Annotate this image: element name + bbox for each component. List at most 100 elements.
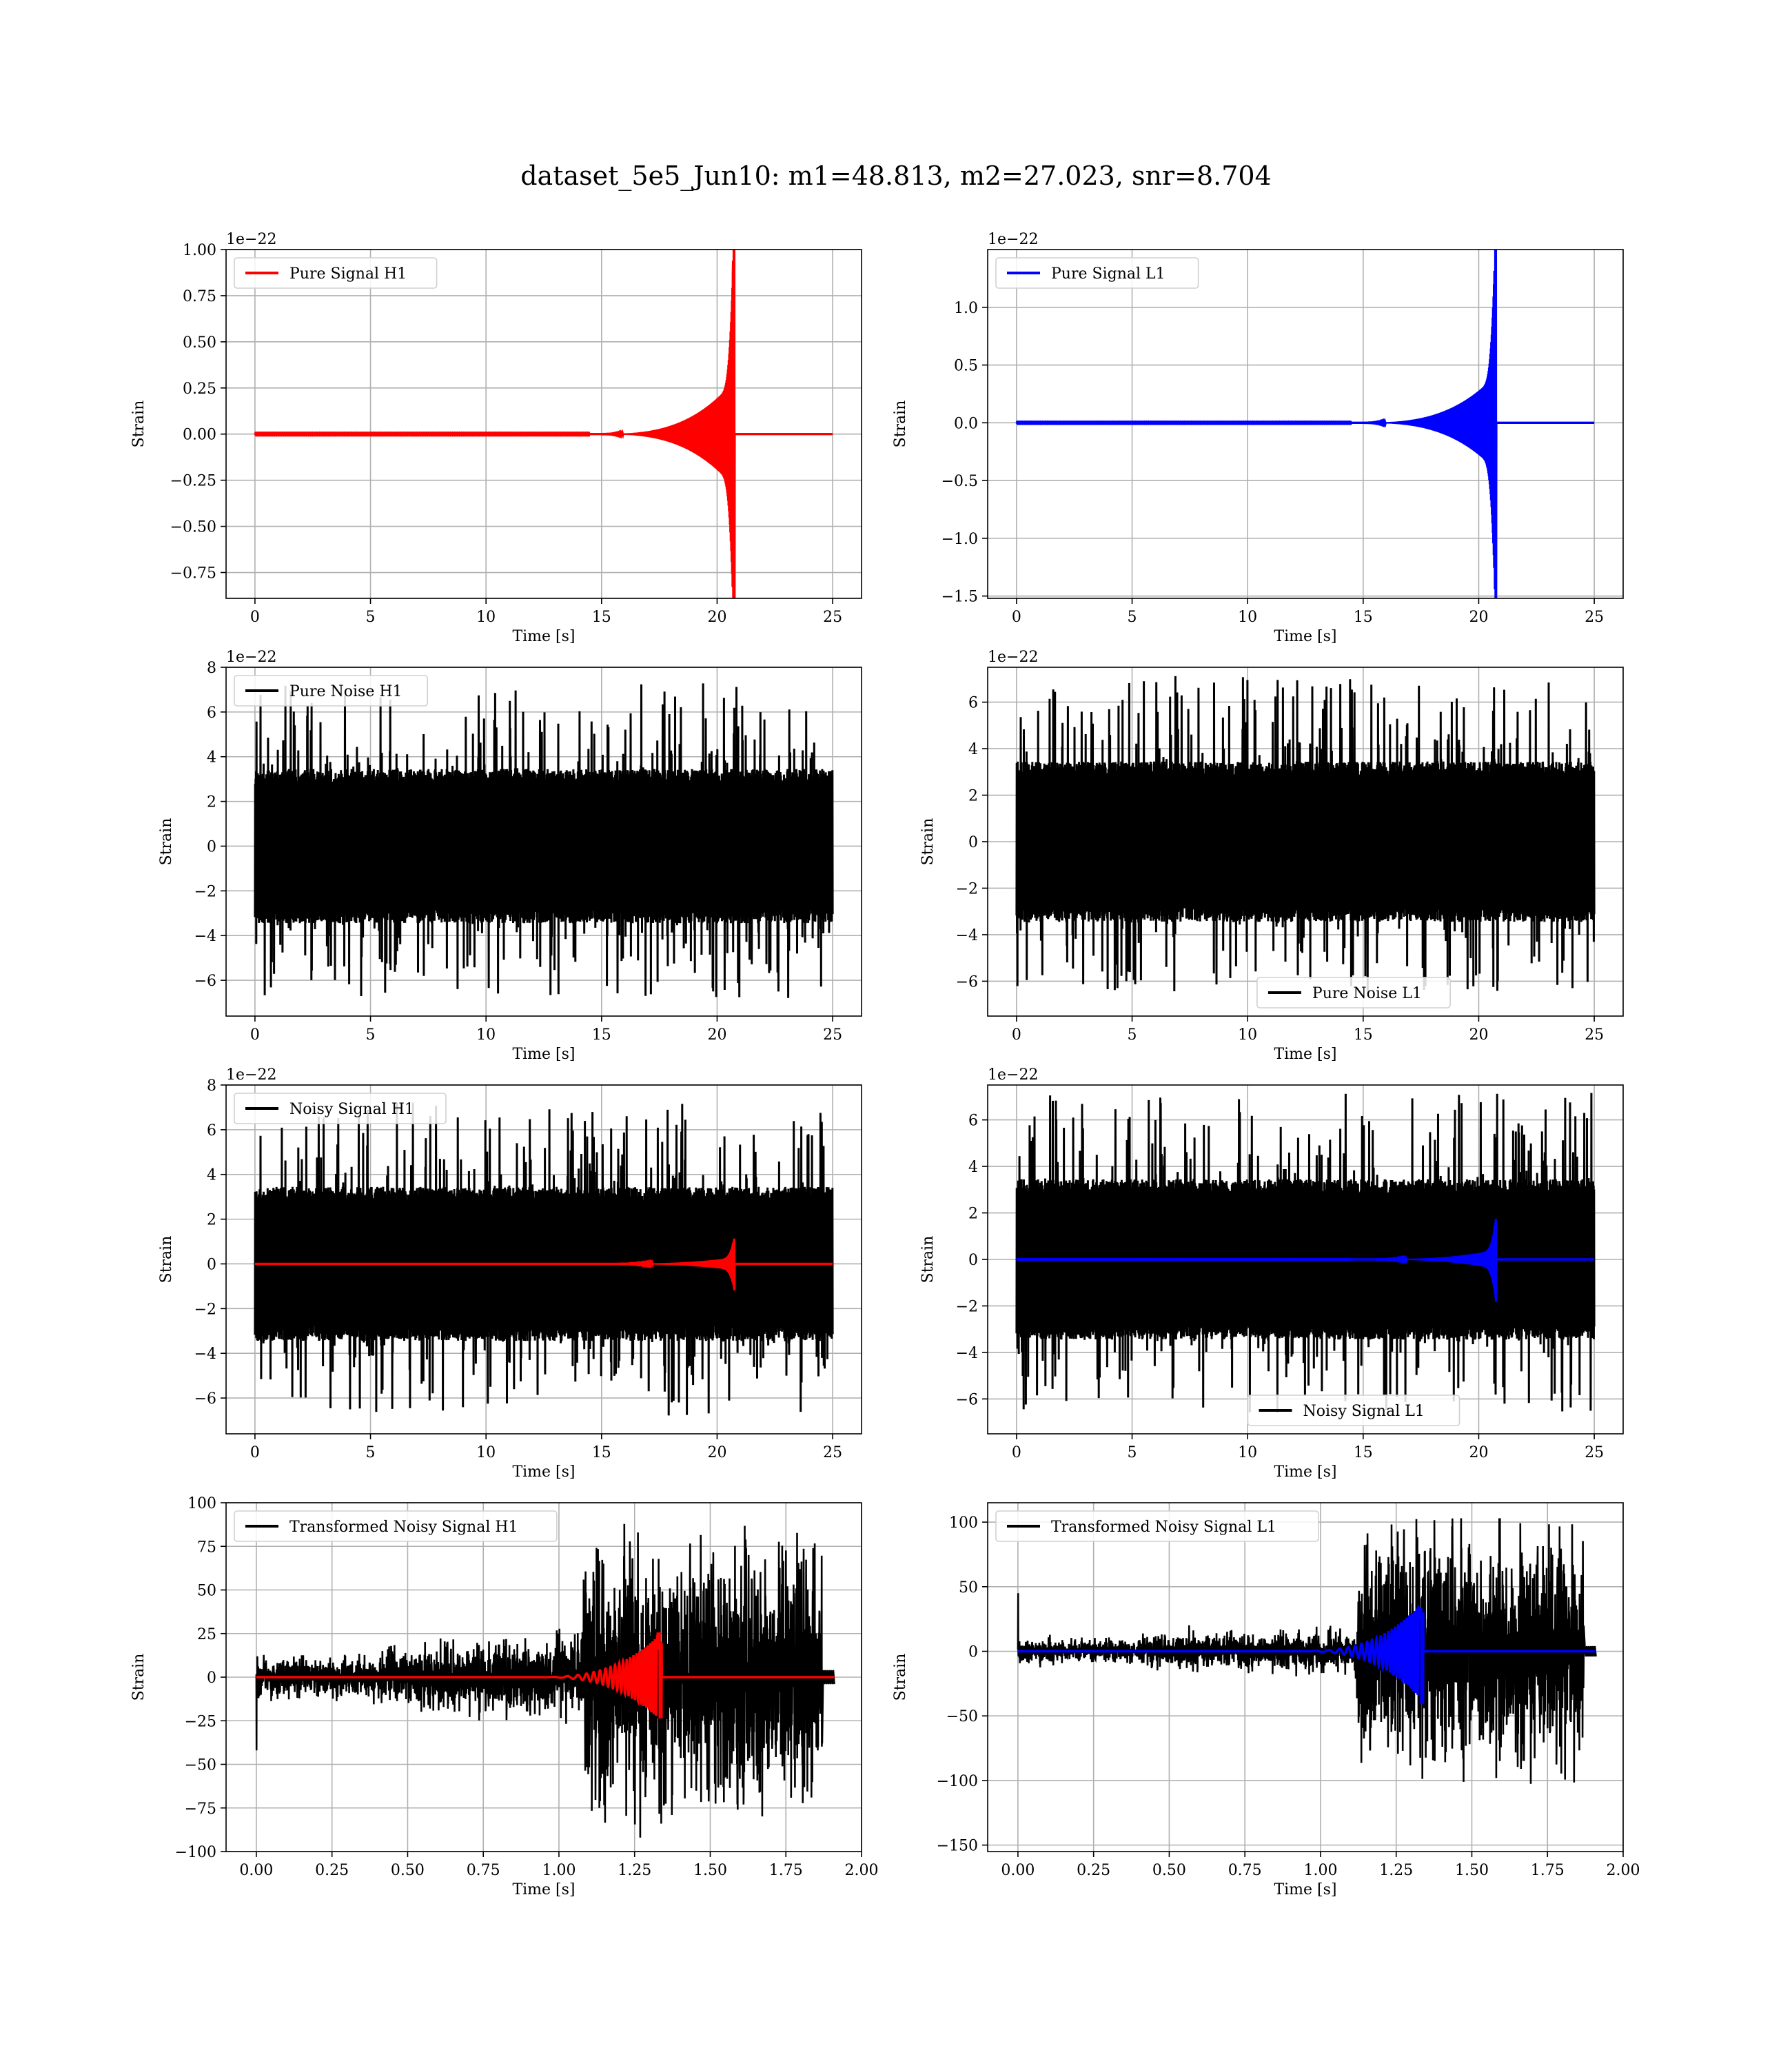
y-tick-label: −150 xyxy=(937,1838,978,1855)
x-tick-label: 0.75 xyxy=(1228,1862,1262,1879)
transformed-noisy-signal-h1-noise-line xyxy=(255,1523,835,1838)
legend-label: Pure Signal L1 xyxy=(1051,265,1165,283)
legend-label: Transformed Noisy Signal H1 xyxy=(289,1519,518,1536)
x-tick-label: 5 xyxy=(1128,1444,1137,1461)
y-tick-label: −4 xyxy=(956,1345,978,1362)
x-tick-label: 20 xyxy=(707,1444,726,1461)
x-tick-label: 1.50 xyxy=(693,1862,727,1879)
legend-box xyxy=(995,1510,1319,1542)
y-tick-label: −2 xyxy=(956,1298,978,1315)
y-tick-label: −6 xyxy=(194,973,216,990)
axis-offset-text: 1e−22 xyxy=(226,231,276,248)
axis-offset-text: 1e−22 xyxy=(988,1066,1038,1084)
x-tick-label: 0 xyxy=(1012,1026,1021,1044)
pure-signal-l1-axes: 0 5 10 15 20 25 −1.5 −1.0 −0.5 0.0 0.5 1.0 Time [s] S… xyxy=(892,231,1624,645)
y-tick-label: 2 xyxy=(207,794,216,811)
pure-noise-h1-noise-line xyxy=(254,683,834,998)
pure-noise-h1-legend: Pure Noise H1 xyxy=(234,675,429,707)
plot-area xyxy=(254,683,834,998)
y-tick-label: 0.00 xyxy=(183,427,216,444)
y-tick-label: −100 xyxy=(937,1773,978,1790)
x-tick-label: 0.50 xyxy=(391,1862,425,1879)
x-tick-label: 25 xyxy=(823,609,842,626)
y-tick-label: 6 xyxy=(207,704,216,722)
axes-frame xyxy=(225,667,862,1017)
y-tick-label: −50 xyxy=(946,1708,978,1725)
x-axis-label: Time [s] xyxy=(512,1463,575,1481)
legend-box xyxy=(1256,977,1451,1008)
x-tick-label: 5 xyxy=(366,609,376,626)
x-tick-label: 10 xyxy=(1238,609,1257,626)
pure-signal-h1-legend: Pure Signal H1 xyxy=(234,257,438,289)
plot-area xyxy=(254,250,833,598)
axis-offset-text: 1e−22 xyxy=(988,649,1038,666)
y-tick-label: −0.50 xyxy=(170,519,216,536)
legend-label: Noisy Signal H1 xyxy=(289,1101,414,1118)
y-tick-label: −4 xyxy=(194,1346,216,1363)
y-tick-label: 0.25 xyxy=(183,381,216,398)
y-tick-label: 8 xyxy=(207,1077,216,1095)
y-tick-label: 4 xyxy=(207,749,216,767)
y-tick-label: 75 xyxy=(197,1539,216,1556)
x-axis-label: Time [s] xyxy=(512,1881,575,1898)
x-axis-label: Time [s] xyxy=(512,628,575,645)
legend-label: Pure Signal H1 xyxy=(289,265,407,283)
y-tick-label: 0 xyxy=(968,1252,978,1269)
x-tick-label: 20 xyxy=(1469,609,1488,626)
y-tick-label: 8 xyxy=(207,660,216,677)
y-tick-label: 0.5 xyxy=(954,358,978,375)
noisy-signal-l1-noise-line xyxy=(1015,1093,1596,1413)
transformed-noisy-signal-l1-axes: 0.00 0.25 0.50 0.75 1.00 1.25 1.50 1.75 2.00 −150… xyxy=(892,1502,1640,1898)
transformed-noisy-signal-l1-legend: Transformed Noisy Signal L1 xyxy=(995,1510,1319,1542)
x-tick-label: 5 xyxy=(366,1444,376,1461)
y-tick-label: 4 xyxy=(207,1167,216,1184)
legend-label: Pure Noise L1 xyxy=(1312,985,1422,1002)
x-tick-label: 0 xyxy=(250,1444,260,1461)
x-tick-label: 20 xyxy=(1469,1026,1488,1044)
axes-frame xyxy=(987,1084,1624,1435)
x-tick-label: 10 xyxy=(476,1444,496,1461)
y-tick-label: 0.75 xyxy=(183,288,216,305)
plot-area xyxy=(255,1523,835,1838)
plot-area xyxy=(1015,1093,1596,1413)
x-tick-label: 25 xyxy=(1585,1026,1604,1044)
noisy-signal-h1-axes: 0 5 10 15 20 25 −6 −4 −2 0 2 4 6 8 Time [s] Strain 1e−22… xyxy=(158,1066,862,1481)
y-tick-label: 100 xyxy=(187,1495,216,1512)
y-tick-label: 2 xyxy=(207,1212,216,1229)
y-tick-label: 2 xyxy=(968,788,978,805)
y-tick-label: 0 xyxy=(207,1256,216,1273)
y-axis-label: Strain xyxy=(919,818,937,866)
x-tick-label: 0 xyxy=(1012,1444,1021,1461)
noisy-signal-l1-axes: 0 5 10 15 20 25 −6 −4 −2 0 2 4 6 Time [s] Strain 1e−22 N… xyxy=(919,1066,1624,1481)
plot-area xyxy=(1017,1518,1597,1784)
noisy-signal-h1-noise-line xyxy=(254,1102,834,1416)
x-tick-label: 0.00 xyxy=(239,1862,273,1879)
subplot-grid: 0 5 10 15 20 25−0.75−0.50−0.250.000.250.500.7… xyxy=(130,231,1640,1898)
x-axis-label: Time [s] xyxy=(1274,1463,1336,1481)
x-axis-label: Time [s] xyxy=(1274,628,1336,645)
x-axis-label: Time [s] xyxy=(1274,1046,1336,1063)
x-tick-label: 1.75 xyxy=(769,1862,803,1879)
y-tick-label: −0.5 xyxy=(941,473,978,490)
x-tick-label: 5 xyxy=(366,1026,376,1044)
axes-frame xyxy=(987,249,1624,599)
y-tick-label: −1.5 xyxy=(941,589,978,606)
axis-offset-text: 1e−22 xyxy=(988,231,1038,248)
transformed-noisy-signal-h1-legend: Transformed Noisy Signal H1 xyxy=(234,1510,558,1542)
axis-offset-text: 1e−22 xyxy=(226,1066,276,1084)
noisy-signal-l1-legend: Noisy Signal L1 xyxy=(1247,1395,1460,1426)
axes-frame xyxy=(225,249,862,599)
plot-area xyxy=(1015,250,1595,598)
y-tick-label: 0 xyxy=(207,1670,216,1687)
y-tick-label: 0 xyxy=(968,1644,978,1661)
pure-noise-h1-axes: 0 5 10 15 20 25 −6 −4 −2 0 2 4 6 8 Time [s] Strain 1e−22… xyxy=(158,649,862,1063)
y-tick-label: −100 xyxy=(175,1844,216,1861)
x-tick-label: 1.00 xyxy=(542,1862,576,1879)
legend-box xyxy=(1247,1395,1460,1426)
x-tick-label: 5 xyxy=(1128,609,1137,626)
pure-signal-h1-axes: 0 5 10 15 20 25 −0.75 −0.50 −0.25 0.00 0.25 0.50 0.7… xyxy=(130,231,862,645)
pure-signal-l1-legend: Pure Signal L1 xyxy=(995,257,1199,289)
x-tick-label: 25 xyxy=(1585,609,1604,626)
y-tick-label: 0 xyxy=(207,838,216,855)
legend-box xyxy=(234,1510,558,1542)
